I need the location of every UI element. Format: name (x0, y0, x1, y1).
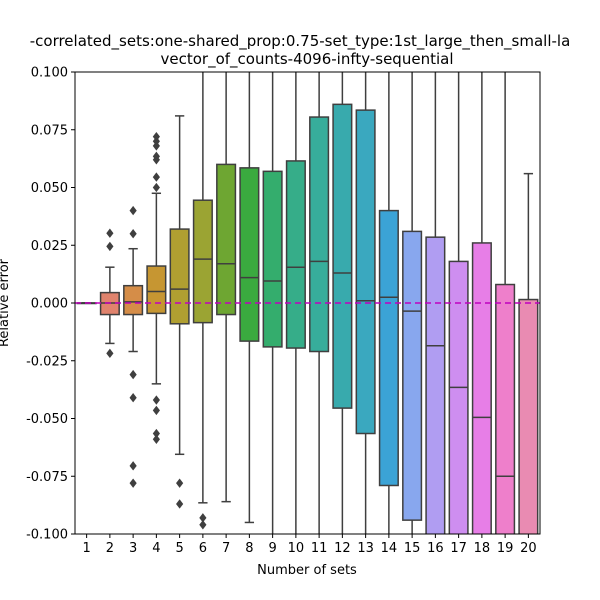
box-10 (285, 72, 306, 534)
x-tick-label-20: 20 (520, 541, 537, 556)
x-tick-label-3: 3 (129, 541, 137, 556)
x-tick-label-17: 17 (450, 541, 467, 556)
x-tick-label-13: 13 (357, 541, 374, 556)
outlier-4-9 (152, 428, 160, 439)
box-body-6 (192, 199, 213, 324)
outlier-5-0 (176, 478, 184, 488)
box-body-18 (471, 242, 492, 534)
box-18 (471, 72, 492, 534)
y-tick-label-4: 0.000 (31, 297, 68, 312)
box-body-5 (169, 228, 190, 325)
x-tick-label-15: 15 (404, 541, 421, 556)
box-body-12 (332, 103, 353, 409)
y-tick-label-3: -0.025 (26, 354, 68, 369)
plot-area (75, 72, 540, 534)
y-tick-label-1: -0.075 (26, 470, 68, 485)
box-body-4 (146, 265, 167, 315)
box-body-13 (355, 109, 376, 435)
chart-title-line2: vector_of_counts-4096-infty-sequential (161, 50, 454, 69)
box-body-3 (123, 284, 144, 316)
y-tick-label-7: 0.075 (31, 123, 68, 138)
outlier-3-5 (129, 478, 137, 488)
x-tick-label-19: 19 (497, 541, 514, 556)
box-11 (309, 72, 330, 534)
outlier-2-2 (106, 348, 114, 359)
outlier-4-1 (152, 172, 160, 182)
x-tick-label-4: 4 (152, 541, 160, 556)
x-tick-label-8: 8 (245, 541, 253, 556)
outlier-3-4 (129, 461, 137, 471)
outlier-2-0 (106, 241, 114, 252)
x-axis-label: Number of sets (257, 563, 357, 578)
y-tick-label-0: -0.100 (26, 528, 68, 543)
outlier-4-7 (152, 395, 160, 405)
outlier-4-3 (152, 151, 160, 161)
box-5 (169, 115, 190, 509)
outlier-2-1 (106, 228, 114, 238)
x-tick-label-11: 11 (311, 541, 328, 556)
outlier-3-1 (129, 205, 137, 216)
x-tick-label-1: 1 (82, 541, 90, 556)
box-12 (332, 72, 353, 534)
x-tick-label-18: 18 (474, 541, 491, 556)
x-tick-label-6: 6 (199, 541, 207, 556)
box-body-14 (378, 209, 399, 487)
axes-layer: -0.100 -0.075 -0.050 -0.025 0.000 0.025 0.050 0… (26, 66, 541, 556)
x-tick-label-16: 16 (427, 541, 444, 556)
box-6 (192, 72, 213, 530)
box-19 (495, 72, 516, 534)
box-8 (239, 72, 260, 524)
x-tick-label-7: 7 (222, 541, 230, 556)
y-tick-label-8: 0.100 (31, 66, 68, 81)
x-tick-label-10: 10 (288, 541, 305, 556)
box-body-16 (425, 236, 446, 534)
box-13 (355, 72, 376, 534)
box-body-19 (495, 283, 516, 534)
box-16 (425, 72, 446, 534)
outlier-4-8 (152, 405, 160, 416)
x-tick-label-5: 5 (175, 541, 183, 556)
outlier-3-3 (129, 393, 137, 403)
y-tick-label-6: 0.050 (31, 181, 68, 196)
box-body-10 (285, 160, 306, 349)
outlier-6-0 (199, 513, 207, 523)
outlier-3-0 (129, 229, 137, 239)
outlier-4-6 (152, 132, 160, 142)
box-body-15 (402, 230, 423, 521)
box-body-9 (262, 170, 283, 348)
y-tick-label-2: -0.050 (26, 412, 68, 427)
box-20 (518, 172, 539, 534)
y-axis-label: Relative error (0, 258, 12, 347)
box-body-7 (216, 163, 237, 316)
outlier-3-2 (129, 369, 137, 380)
box-17 (448, 72, 469, 534)
box-4 (146, 132, 167, 444)
x-tick-label-9: 9 (268, 541, 276, 556)
box-body-11 (309, 116, 330, 353)
box-7 (216, 72, 237, 503)
outlier-5-1 (176, 499, 184, 509)
x-tick-label-2: 2 (106, 541, 114, 556)
box-3 (123, 205, 144, 488)
outlier-4-10 (152, 434, 160, 444)
x-tick-label-12: 12 (334, 541, 351, 556)
chart-title-line1: -correlated_sets:one-shared_prop:0.75-se… (30, 32, 571, 51)
outlier-4-0 (152, 182, 160, 193)
x-tick-label-14: 14 (381, 541, 398, 556)
box-body-17 (448, 260, 469, 534)
box-14 (378, 72, 399, 534)
outlier-6-1 (199, 520, 207, 530)
y-tick-label-5: 0.025 (31, 239, 68, 254)
box-body-20 (518, 298, 539, 534)
box-body-8 (239, 167, 260, 342)
